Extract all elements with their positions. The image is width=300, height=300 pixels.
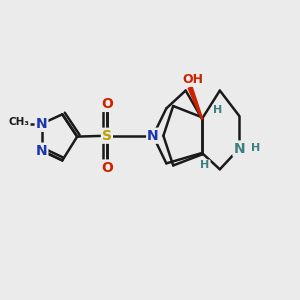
Text: H: H xyxy=(251,143,260,153)
Text: S: S xyxy=(102,129,112,143)
Polygon shape xyxy=(188,87,202,119)
Text: OH: OH xyxy=(183,73,204,86)
Text: H: H xyxy=(200,160,210,170)
Text: N: N xyxy=(147,129,159,143)
Text: N: N xyxy=(233,142,245,155)
Text: O: O xyxy=(101,160,113,175)
Text: O: O xyxy=(101,97,113,111)
Text: N: N xyxy=(36,144,47,158)
Text: N: N xyxy=(36,117,47,131)
Text: H: H xyxy=(213,106,222,116)
Text: CH₃: CH₃ xyxy=(9,117,30,128)
